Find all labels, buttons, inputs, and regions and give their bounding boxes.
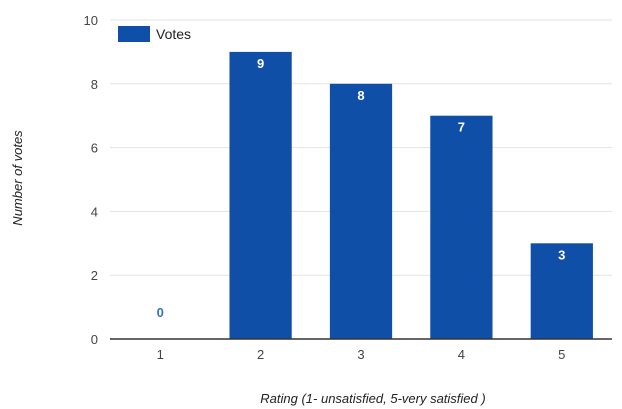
bar-data-label: 3 bbox=[558, 247, 565, 262]
y-tick-label: 8 bbox=[91, 77, 98, 92]
bar-4 bbox=[430, 115, 493, 339]
y-axis-ticks: 0 2 4 6 8 10 bbox=[84, 13, 98, 347]
bar-data-label: 7 bbox=[458, 120, 465, 135]
x-tick-label: 2 bbox=[257, 347, 264, 362]
y-tick-label: 2 bbox=[91, 268, 98, 283]
bar-3 bbox=[329, 83, 393, 339]
bar-data-label: 9 bbox=[257, 56, 264, 71]
x-tick-label: 3 bbox=[357, 347, 364, 362]
bar-data-label: 0 bbox=[157, 305, 164, 320]
x-axis-ticks: 1 2 3 4 5 bbox=[157, 347, 566, 362]
x-tick-label: 1 bbox=[157, 347, 164, 362]
bar-5 bbox=[530, 243, 593, 339]
bar-2 bbox=[229, 51, 292, 340]
bar-data-label: 8 bbox=[357, 88, 364, 103]
legend: Votes bbox=[118, 26, 191, 42]
y-tick-label: 6 bbox=[91, 141, 98, 156]
x-tick-label: 5 bbox=[558, 347, 565, 362]
y-tick-label: 0 bbox=[91, 332, 98, 347]
y-axis-title: Number of votes bbox=[10, 130, 25, 226]
bars: 0 9 8 7 3 bbox=[157, 51, 593, 340]
y-tick-label: 10 bbox=[84, 13, 98, 28]
y-tick-label: 4 bbox=[91, 204, 98, 219]
legend-label-votes: Votes bbox=[156, 26, 191, 42]
legend-swatch bbox=[118, 26, 150, 42]
x-tick-label: 4 bbox=[458, 347, 465, 362]
x-axis-title: Rating (1- unsatisfied, 5-very satisfied… bbox=[260, 391, 485, 406]
